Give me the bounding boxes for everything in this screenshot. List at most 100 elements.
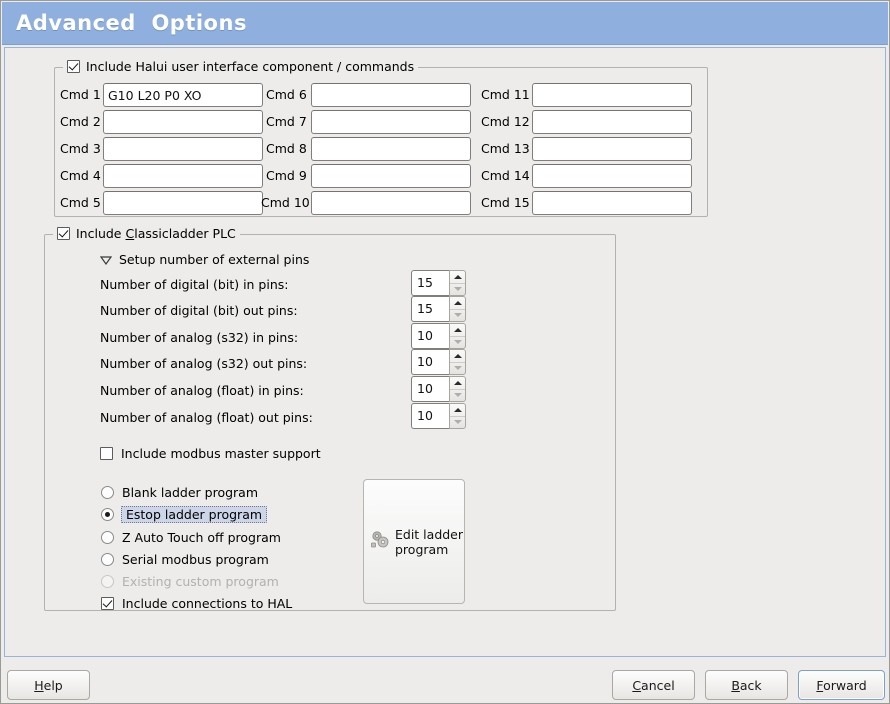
spin-down-icon[interactable] xyxy=(450,310,465,322)
spin-down-icon[interactable] xyxy=(450,284,465,296)
content-panel: Include Halui user interface component /… xyxy=(4,47,886,657)
analog-s32-in-pins-stepper[interactable] xyxy=(449,323,466,349)
radio-icon[interactable] xyxy=(101,485,114,499)
radio-icon[interactable] xyxy=(101,530,114,544)
spin-down-icon[interactable] xyxy=(450,337,465,349)
radio-z-auto-touch-off-program[interactable]: Z Auto Touch off program xyxy=(101,528,281,546)
radio-icon[interactable] xyxy=(101,507,114,521)
back-button-label: Back xyxy=(731,677,762,693)
classicladder-enable-checkbox[interactable] xyxy=(57,227,70,240)
cmd-input-13[interactable] xyxy=(532,137,692,161)
include-connections-to-hal-checkbox[interactable] xyxy=(101,596,114,610)
include-connections-to-hal-row[interactable]: Include connections to HAL xyxy=(101,594,292,612)
digital-in-pins-value[interactable]: 15 xyxy=(411,270,449,296)
radio-estop-ladder-program[interactable]: Estop ladder program xyxy=(101,505,268,523)
radio-label: Z Auto Touch off program xyxy=(122,529,281,545)
cmd-input-1[interactable] xyxy=(103,83,263,107)
back-button[interactable]: Back xyxy=(705,670,788,700)
cmd-input-6[interactable] xyxy=(311,83,471,107)
digital-out-pins-spinner[interactable]: 15 xyxy=(411,296,466,322)
pin-label-digital-in: Number of digital (bit) in pins: xyxy=(100,277,289,292)
halui-enable-checkbox[interactable] xyxy=(67,60,80,73)
forward-button[interactable]: Forward xyxy=(798,670,885,700)
help-button-label: Help xyxy=(34,677,63,693)
pin-label-float-out: Number of analog (float) out pins: xyxy=(100,410,313,425)
cmd-input-3[interactable] xyxy=(103,137,263,161)
cmd-input-12[interactable] xyxy=(532,110,692,134)
radio-serial-modbus-program[interactable]: Serial modbus program xyxy=(101,550,269,568)
modbus-master-checkbox[interactable] xyxy=(100,446,113,460)
spin-down-icon[interactable] xyxy=(450,417,465,429)
halui-legend-label: Include Halui user interface component /… xyxy=(86,59,415,74)
analog-float-out-pins-stepper[interactable] xyxy=(449,403,466,429)
classicladder-legend-label: Include Classicladder PLC xyxy=(76,226,236,241)
edit-ladder-program-button[interactable]: Edit ladder program xyxy=(363,479,465,604)
halui-frame: Include Halui user interface component /… xyxy=(54,59,708,217)
setup-external-pins-expander[interactable]: Setup number of external pins xyxy=(100,249,309,269)
gears-icon xyxy=(370,529,392,554)
cmd-label-4: Cmd 4 xyxy=(60,168,101,183)
analog-float-out-pins-spinner[interactable]: 10 xyxy=(411,403,466,429)
cmd-input-7[interactable] xyxy=(311,110,471,134)
analog-float-in-pins-spinner[interactable]: 10 xyxy=(411,376,466,402)
digital-out-pins-stepper[interactable] xyxy=(449,296,466,322)
cmd-label-14: Cmd 14 xyxy=(481,168,530,183)
radio-label: Blank ladder program xyxy=(122,484,259,500)
analog-float-in-pins-value[interactable]: 10 xyxy=(411,376,449,402)
cmd-label-15: Cmd 15 xyxy=(481,195,530,210)
cancel-button-label: Cancel xyxy=(632,677,675,693)
spin-up-icon[interactable] xyxy=(450,297,465,310)
expander-label: Setup number of external pins xyxy=(119,251,310,267)
cmd-label-12: Cmd 12 xyxy=(481,114,530,129)
radio-icon[interactable] xyxy=(101,552,114,566)
analog-s32-in-pins-spinner[interactable]: 10 xyxy=(411,323,466,349)
spin-up-icon[interactable] xyxy=(450,324,465,337)
analog-float-in-pins-stepper[interactable] xyxy=(449,376,466,402)
cmd-input-2[interactable] xyxy=(103,110,263,134)
cmd-input-15[interactable] xyxy=(532,191,692,215)
cmd-input-5[interactable] xyxy=(103,191,263,215)
pin-label-digital-out: Number of digital (bit) out pins: xyxy=(100,303,298,318)
digital-in-pins-spinner[interactable]: 15 xyxy=(411,270,466,296)
digital-out-pins-value[interactable]: 15 xyxy=(411,296,449,322)
cmd-input-14[interactable] xyxy=(532,164,692,188)
modbus-master-row[interactable]: Include modbus master support xyxy=(100,444,321,462)
digital-in-pins-stepper[interactable] xyxy=(449,270,466,296)
radio-label: Existing custom program xyxy=(122,573,279,589)
pin-label-s32-out: Number of analog (s32) out pins: xyxy=(100,356,308,371)
spin-up-icon[interactable] xyxy=(450,404,465,417)
spin-down-icon[interactable] xyxy=(450,363,465,375)
cmd-input-4[interactable] xyxy=(103,164,263,188)
cmd-label-13: Cmd 13 xyxy=(481,141,530,156)
chevron-down-icon xyxy=(100,255,112,265)
cmd-label-6: Cmd 6 xyxy=(266,87,307,102)
forward-button-label: Forward xyxy=(816,677,867,693)
spin-up-icon[interactable] xyxy=(450,377,465,390)
spin-up-icon[interactable] xyxy=(450,350,465,363)
analog-s32-in-pins-value[interactable]: 10 xyxy=(411,323,449,349)
radio-icon xyxy=(101,574,114,588)
page-title: Advanced Options xyxy=(16,11,247,35)
classicladder-legend[interactable]: Include Classicladder PLC xyxy=(53,226,240,241)
analog-s32-out-pins-spinner[interactable]: 10 xyxy=(411,349,466,375)
radio-label: Serial modbus program xyxy=(122,551,269,567)
cmd-label-11: Cmd 11 xyxy=(481,87,530,102)
analog-s32-out-pins-stepper[interactable] xyxy=(449,349,466,375)
analog-float-out-pins-value[interactable]: 10 xyxy=(411,403,449,429)
halui-legend[interactable]: Include Halui user interface component /… xyxy=(63,59,419,74)
spin-up-icon[interactable] xyxy=(450,271,465,284)
help-button[interactable]: Help xyxy=(7,670,90,700)
cmd-input-11[interactable] xyxy=(532,83,692,107)
cmd-input-10[interactable] xyxy=(311,191,471,215)
pin-label-s32-in: Number of analog (s32) in pins: xyxy=(100,330,299,345)
spin-down-icon[interactable] xyxy=(450,390,465,402)
cancel-button[interactable]: Cancel xyxy=(612,670,695,700)
radio-label: Estop ladder program xyxy=(121,505,268,523)
cmd-input-8[interactable] xyxy=(311,137,471,161)
analog-s32-out-pins-value[interactable]: 10 xyxy=(411,349,449,375)
radio-blank-ladder-program[interactable]: Blank ladder program xyxy=(101,483,258,501)
cmd-label-5: Cmd 5 xyxy=(60,195,101,210)
cmd-label-3: Cmd 3 xyxy=(60,141,101,156)
cmd-input-9[interactable] xyxy=(311,164,471,188)
